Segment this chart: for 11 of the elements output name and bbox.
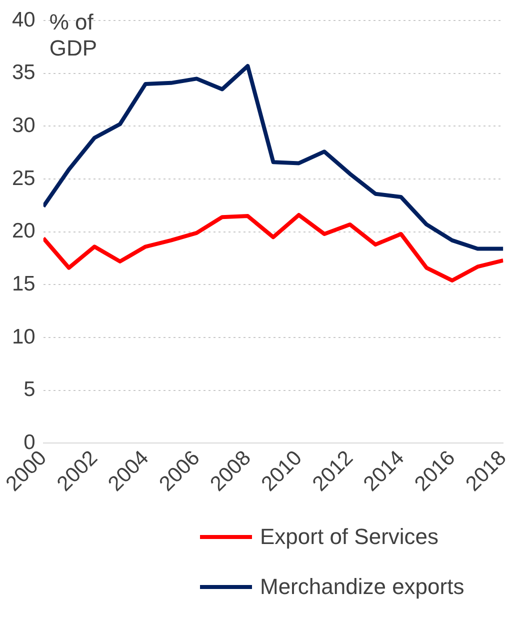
- legend-label: Export of Services: [260, 524, 439, 550]
- y-tick-label: 20: [12, 220, 36, 243]
- y-axis-title: % of GDP: [49, 10, 98, 61]
- legend-label: Merchandize exports: [260, 574, 464, 600]
- y-tick-label: 15: [12, 272, 36, 296]
- y-tick-label: 25: [12, 166, 36, 190]
- y-tick-label: 30: [12, 114, 36, 138]
- y-tick-label: 5: [24, 378, 36, 402]
- y-tick-label: 10: [12, 325, 36, 348]
- y-tick-label: 40: [12, 8, 36, 32]
- y-tick-label: 35: [12, 61, 36, 84]
